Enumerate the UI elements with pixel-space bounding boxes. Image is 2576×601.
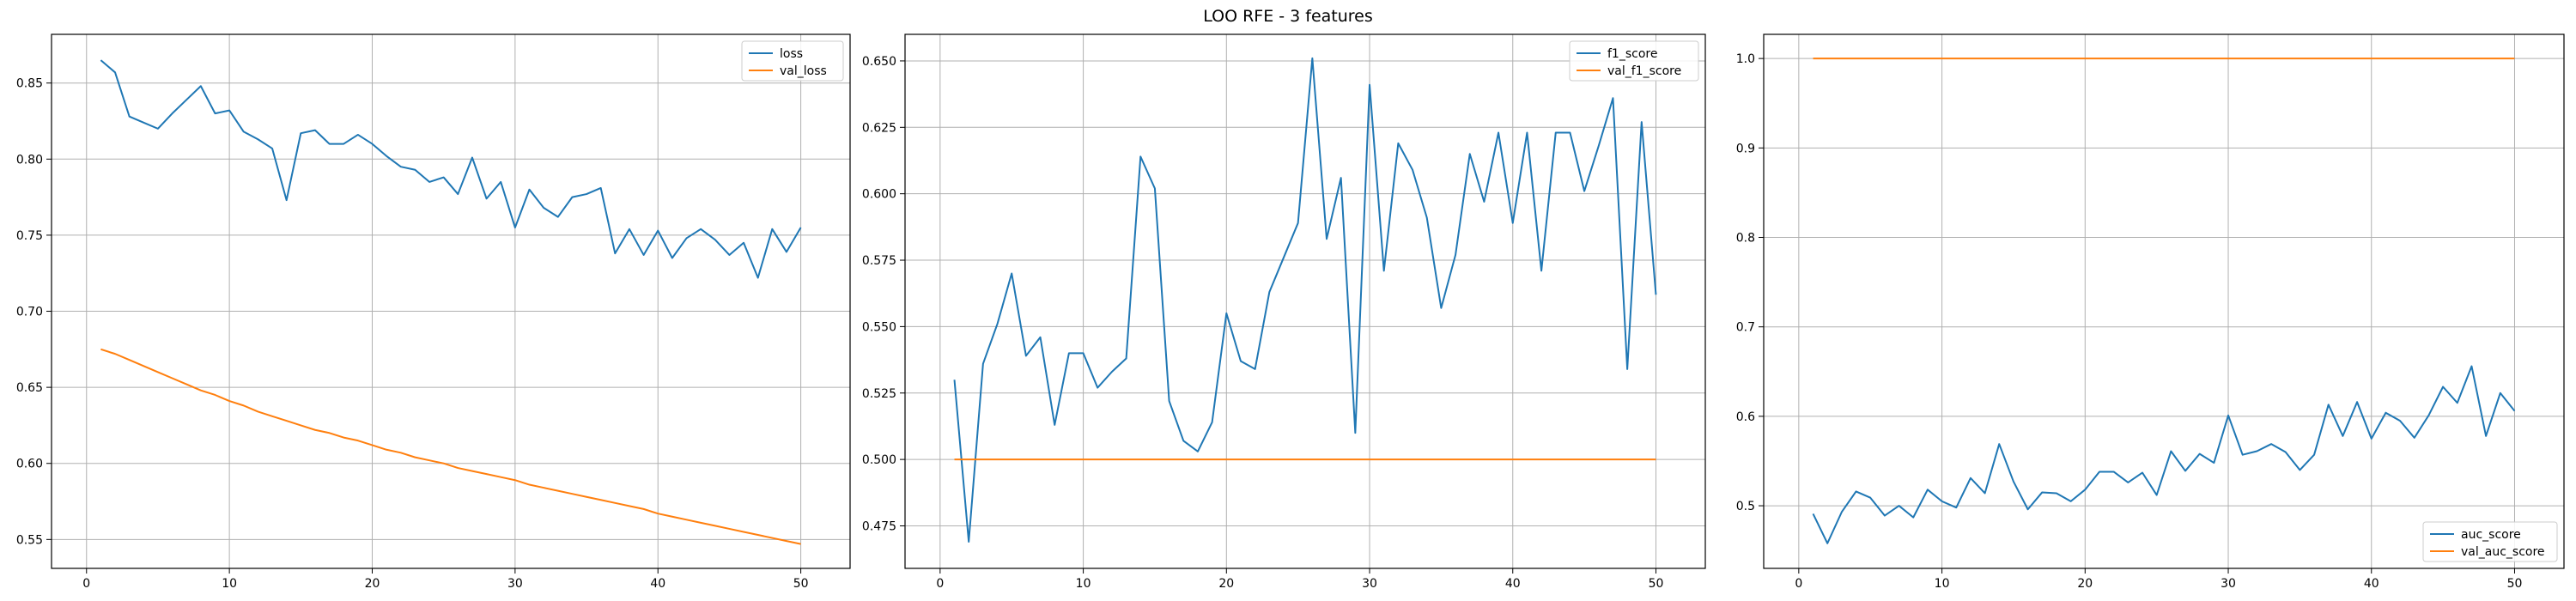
y-tick-label: 0.70: [16, 306, 43, 319]
legend-label: auc_score: [2461, 528, 2521, 542]
x-tick-label: 30: [1362, 577, 1377, 591]
y-tick-label: 0.85: [16, 77, 43, 91]
legend-label: val_f1_score: [1607, 64, 1681, 78]
axes-frame: [904, 33, 1706, 569]
series-line-auc-score: [1812, 365, 2516, 544]
y-tick-label: 0.650: [862, 55, 896, 69]
x-tick-label: 40: [1505, 577, 1521, 591]
x-tick-label: 30: [507, 577, 523, 591]
y-tick-label: 0.575: [862, 254, 896, 268]
legend-label: loss: [780, 47, 803, 61]
y-tick-label: 0.500: [862, 453, 896, 467]
y-tick-label: 0.9: [1736, 142, 1755, 155]
axes-frame: [51, 33, 851, 569]
x-tick-label: 40: [2364, 577, 2379, 591]
y-tick-label: 0.65: [16, 381, 43, 395]
x-tick-label: 20: [365, 577, 380, 591]
x-tick-label: 0: [82, 577, 90, 591]
series-line-f1-score: [953, 57, 1657, 543]
y-tick-label: 0.475: [862, 519, 896, 533]
x-tick-label: 40: [650, 577, 665, 591]
y-tick-label: 0.75: [16, 229, 43, 243]
y-tick-label: 0.625: [862, 121, 896, 135]
x-tick-label: 10: [1935, 577, 1950, 591]
x-tick-label: 10: [222, 577, 237, 591]
y-tick-label: 0.80: [16, 153, 43, 167]
x-tick-label: 30: [2221, 577, 2236, 591]
series-line-loss: [100, 59, 802, 279]
y-tick-label: 0.5: [1736, 500, 1755, 513]
y-tick-label: 0.55: [16, 533, 43, 547]
y-tick-label: 0.7: [1736, 321, 1755, 335]
legend-label: val_auc_score: [2461, 545, 2545, 559]
legend-box: [1569, 40, 1699, 82]
x-tick-label: 10: [1076, 577, 1091, 591]
x-tick-label: 0: [936, 577, 944, 591]
legend-box: [2422, 521, 2558, 562]
figure-title: LOO RFE - 3 features: [1203, 7, 1373, 26]
x-tick-label: 20: [2077, 577, 2093, 591]
x-tick-label: 50: [1649, 577, 1664, 591]
y-tick-label: 0.6: [1736, 410, 1755, 424]
y-tick-label: 0.60: [16, 458, 43, 471]
series-line-val-loss: [100, 348, 801, 545]
y-tick-label: 0.550: [862, 320, 896, 334]
legend: f1_score val_f1_score: [1569, 40, 1699, 82]
x-tick-label: 50: [2507, 577, 2523, 591]
y-tick-label: 0.8: [1736, 232, 1755, 246]
axes-frame: [1763, 33, 2565, 569]
y-tick-label: 0.600: [862, 188, 896, 202]
x-tick-label: 50: [793, 577, 809, 591]
y-tick-label: 1.0: [1736, 52, 1755, 66]
y-tick-label: 0.525: [862, 387, 896, 401]
legend-label: f1_score: [1607, 47, 1657, 61]
x-tick-label: 20: [1218, 577, 1234, 591]
legend: loss val_loss: [741, 40, 844, 82]
chart-panel-3: 0 10 20 30 40 50 0.5 0.6 0.7 0.8 0.9 1.0 auc_scoreva…: [1736, 33, 2565, 591]
chart-panel-1: 0 10 20 30 40 50 0.55 0.60 0.65 0.70 0.75 0.80 0.85 l…: [16, 33, 851, 591]
legend: auc_score val_auc_score: [2422, 521, 2558, 562]
chart-panel-2: 0 10 20 30 40 50 0.475 0.500 0.525 0.550 0.575 0.60…: [862, 33, 1706, 591]
x-tick-label: 0: [1795, 577, 1802, 591]
legend-label: val_loss: [780, 64, 827, 78]
